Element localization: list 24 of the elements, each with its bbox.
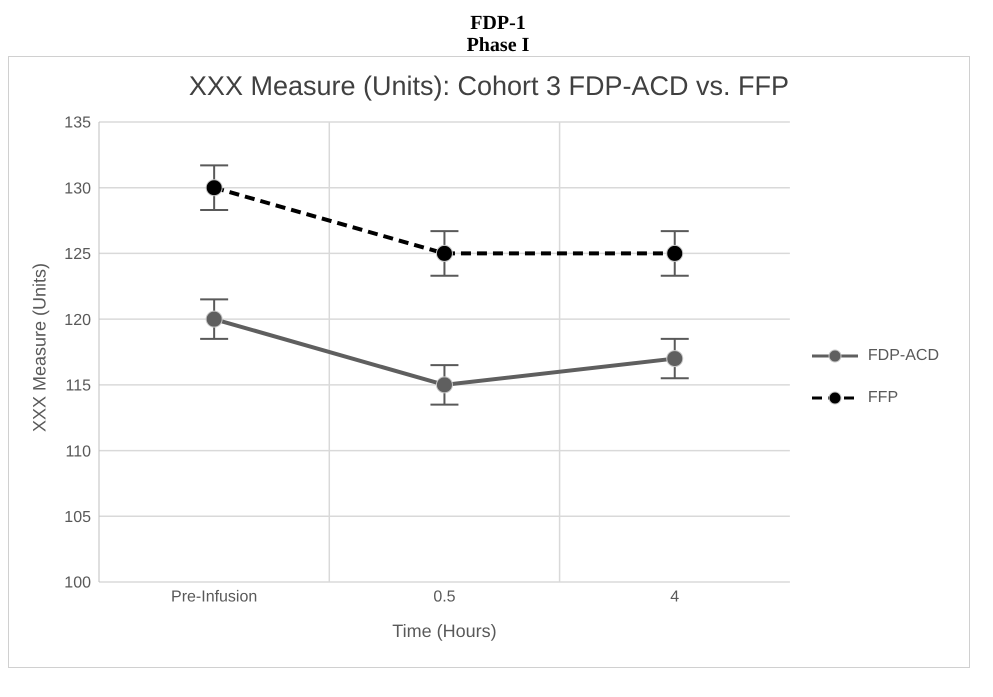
y-tick-label: 120: [64, 312, 92, 329]
y-tick-label: 100: [64, 574, 92, 592]
x-axis-title: Time (Hours): [392, 621, 497, 641]
y-tick-label: 105: [64, 508, 92, 526]
y-tick-label: 125: [64, 246, 92, 264]
point: [206, 310, 223, 328]
y-tick-label: 135: [64, 114, 92, 132]
legend-label: FDP-ACD: [868, 347, 939, 365]
point: [436, 244, 453, 262]
point: [206, 179, 223, 196]
y-tick-label: 115: [65, 378, 92, 395]
chart-subtitle: Phase I: [466, 34, 530, 56]
text: XXX Measure (Units): Cohort 3 FDP-ACD vs. FFP: [188, 71, 790, 102]
x-tick-label: Pre-Infusion: [171, 588, 258, 606]
y-axis-title: XXX Measure (Units): [29, 262, 50, 432]
point: [666, 350, 684, 368]
point: [666, 244, 684, 262]
x-tick-label: 0.5: [433, 588, 456, 606]
legend-label: FFP: [868, 389, 898, 407]
y-tick-label: 110: [65, 443, 92, 460]
point: [436, 376, 453, 394]
x-tick-label: 4: [670, 588, 680, 606]
y-tick-label: 130: [64, 180, 92, 198]
chart-title: FDP-1: [469, 12, 527, 34]
